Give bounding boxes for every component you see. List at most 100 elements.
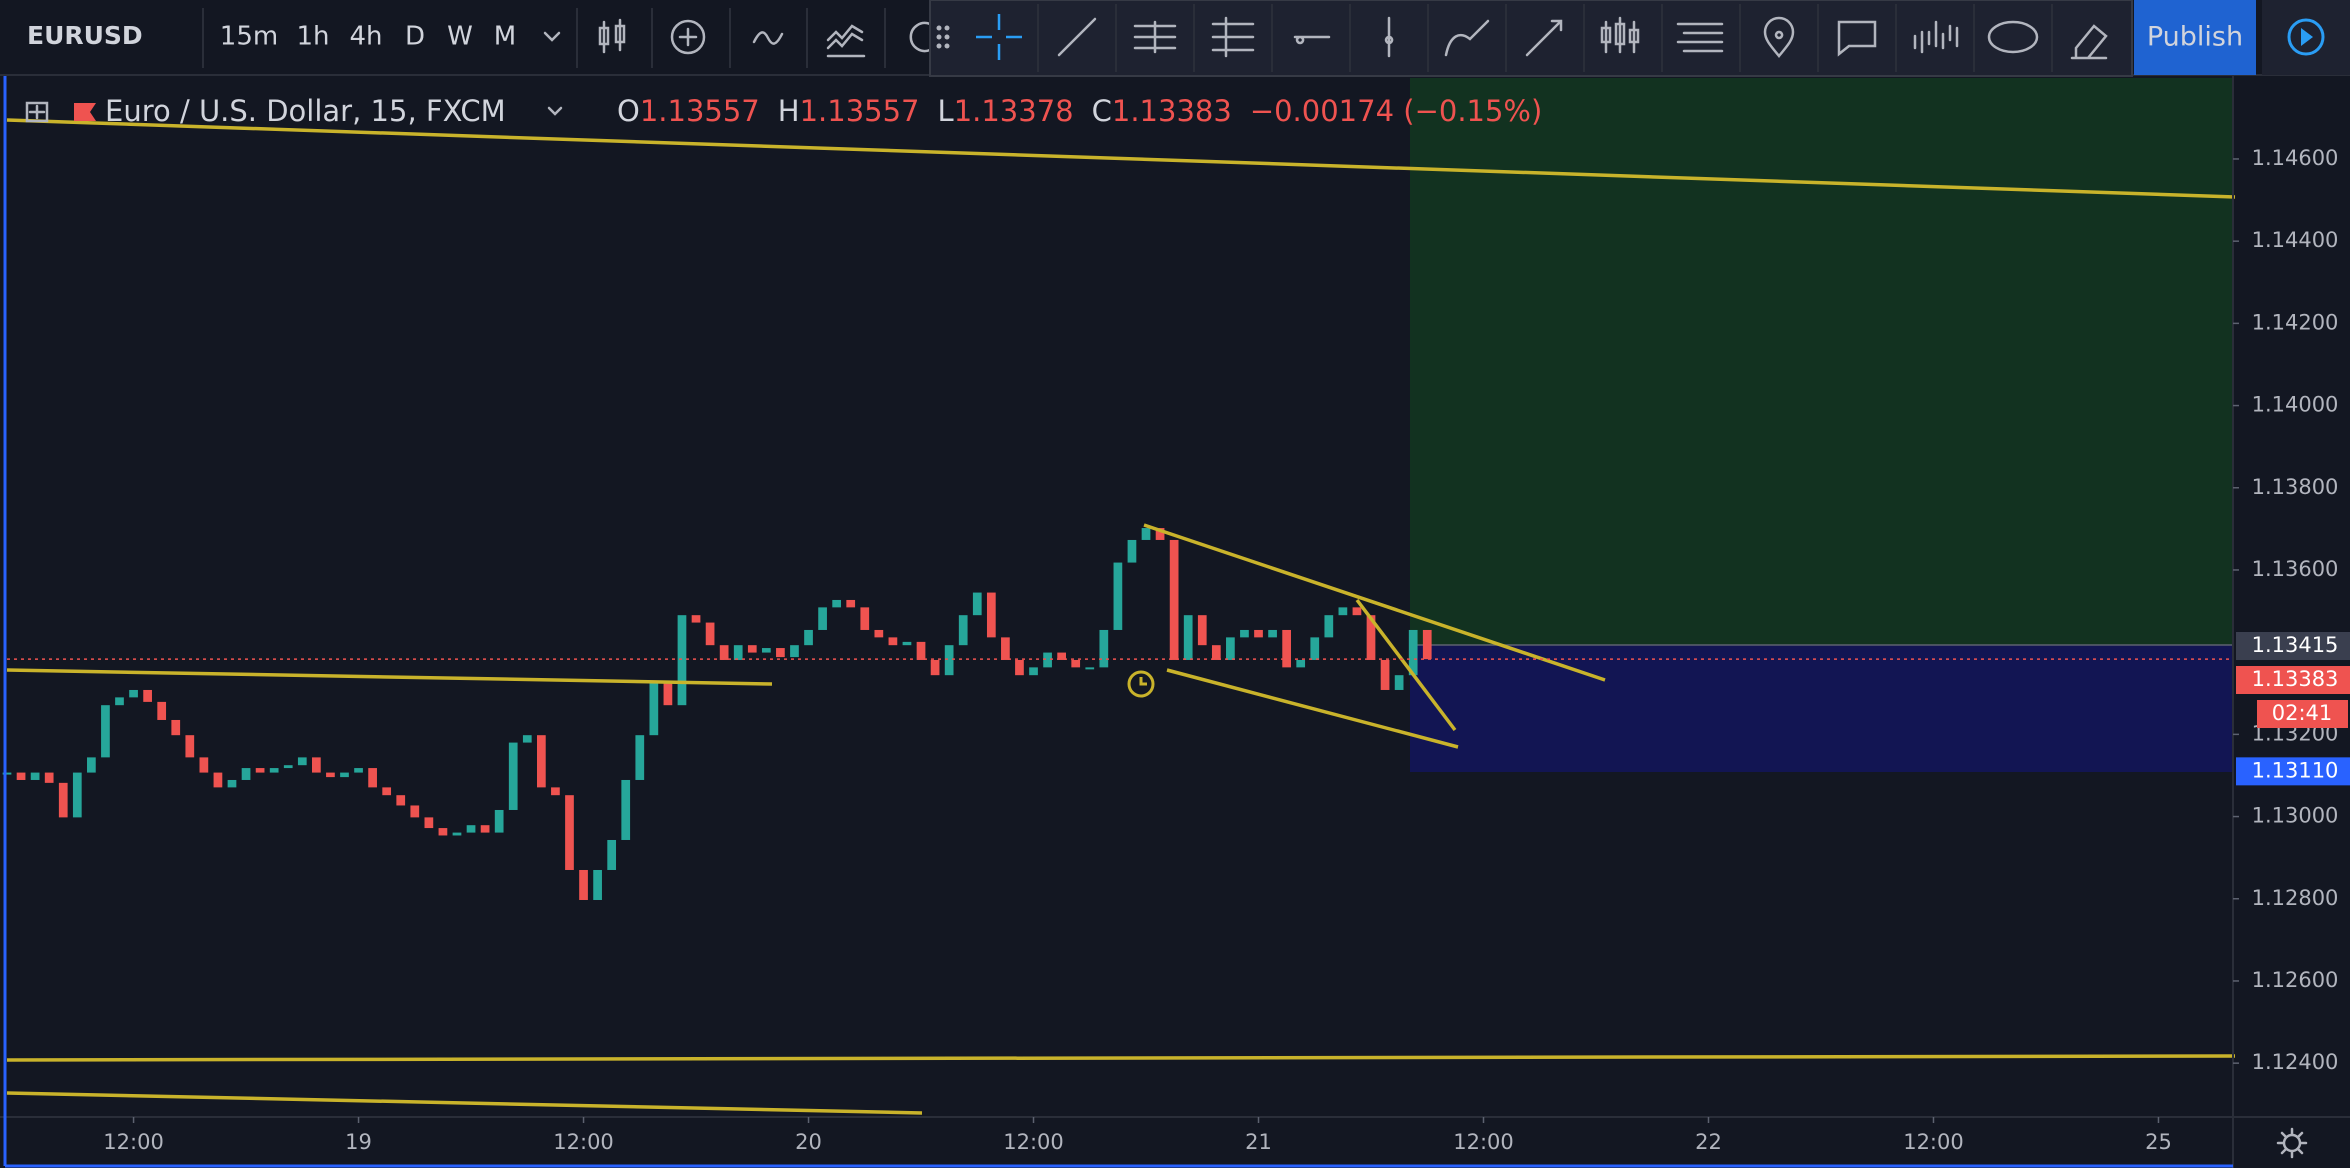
candle [58,782,68,818]
candle [691,615,701,623]
pin-tool[interactable] [1763,16,1795,58]
pitchfork-tool[interactable] [1211,16,1255,58]
collapse-icon-plus [28,104,46,120]
alert-icon[interactable] [1127,670,1155,698]
interval-button[interactable]: W [447,22,473,52]
symbol-title[interactable]: Euro / U.S. Dollar, 15, FXCM [105,94,506,128]
axes: 1.124001.126001.128001.130001.132001.136… [7,146,2350,1154]
candle [1099,629,1109,668]
candle [536,735,546,788]
candle [466,825,476,833]
price-tag-bg [2236,757,2350,786]
candle [986,592,996,638]
settings-button[interactable] [2276,1127,2308,1159]
comment-tool[interactable] [1837,20,1877,57]
collapse-icon[interactable] [25,101,49,123]
candle [1226,637,1235,660]
candle [1057,652,1067,660]
trend-line [1143,523,1606,682]
interval-menu[interactable] [543,31,561,42]
candle [860,607,870,630]
x-tick-label: 19 [345,1130,372,1154]
candle [1211,645,1221,660]
forecast-tool[interactable] [1913,20,1959,54]
alert-button[interactable] [909,21,932,53]
drawing-toolbar [929,0,2133,77]
flag-icon[interactable] [74,103,96,121]
candle [663,682,673,706]
candle [87,757,96,773]
ohlc-values: O1.13557 H1.13557 L1.13378 C1.13383 −0.00174… [617,94,1542,128]
gann-tool[interactable] [1676,22,1724,53]
x-tick-label: 25 [2145,1130,2172,1154]
templates-icon [826,24,866,58]
play-icon [2301,28,2313,46]
x-tick-label: 21 [1245,1130,1272,1154]
drag-handle[interactable] [936,25,950,49]
candle [1015,659,1024,676]
interval-button[interactable]: 1h [296,22,329,52]
interval-button[interactable]: D [405,22,425,52]
bars-pattern-tool[interactable] [1600,16,1640,54]
candle [1310,637,1320,660]
arrow-tool[interactable] [1525,19,1563,57]
symbol-search[interactable]: EURUSD [27,21,143,50]
chart-type-button[interactable] [598,18,626,54]
candle [551,787,560,796]
publish-button[interactable]: Publish [2147,22,2243,53]
candle [916,641,926,660]
brush-tool[interactable] [1444,19,1490,57]
candle [396,795,406,806]
candle [227,779,237,788]
candle [846,599,856,608]
candle [1141,528,1151,540]
alarm-icon [909,21,932,53]
candle [958,615,968,646]
eraser-tool[interactable] [2070,24,2108,60]
countdown-bg [2257,699,2348,728]
candle [719,645,729,660]
replay-button[interactable] [2287,18,2325,56]
candle [2,772,12,775]
compare-button[interactable] [670,19,706,55]
candle [269,768,279,773]
ohlc-value: 1.13557 [640,94,760,128]
countdown: 02:41 [2272,701,2333,725]
candle [213,772,223,788]
drawings [6,118,2236,1115]
candle [199,757,209,773]
interval-button[interactable]: M [494,22,516,52]
y-tick-label: 1.13800 [2252,475,2339,499]
candle [72,772,82,818]
ohlc-key: L [938,94,954,128]
price-tag: 1.13415 [2252,633,2339,657]
fib-tool[interactable] [1133,20,1177,54]
interval-button[interactable]: 4h [349,22,382,52]
stop-zone [1410,645,2233,772]
candle [1169,539,1179,660]
candle [1254,629,1263,638]
crosshair-tool[interactable] [976,14,1022,60]
indicators-button[interactable] [752,31,784,45]
candle-icon [598,18,626,54]
interval-button[interactable]: 15m [220,22,278,52]
candle [621,779,631,840]
candle [1352,607,1362,616]
ellipse-tool[interactable] [1987,20,2039,54]
candle [972,592,982,616]
candles [2,528,1432,900]
templates-button[interactable] [826,24,866,58]
candle [115,697,124,706]
vertical-line-tool[interactable] [1384,16,1394,58]
y-tick-label: 1.14200 [2252,310,2339,334]
candle [171,719,181,736]
candle [185,735,195,758]
horizontal-line-tool[interactable] [1293,35,1331,45]
price-tag-bg [2236,631,2350,660]
trend-line-tool[interactable] [1057,17,1097,57]
candle [1394,675,1404,690]
symbol-chevron[interactable] [547,106,563,116]
candle [607,839,617,870]
candle [1127,539,1137,563]
